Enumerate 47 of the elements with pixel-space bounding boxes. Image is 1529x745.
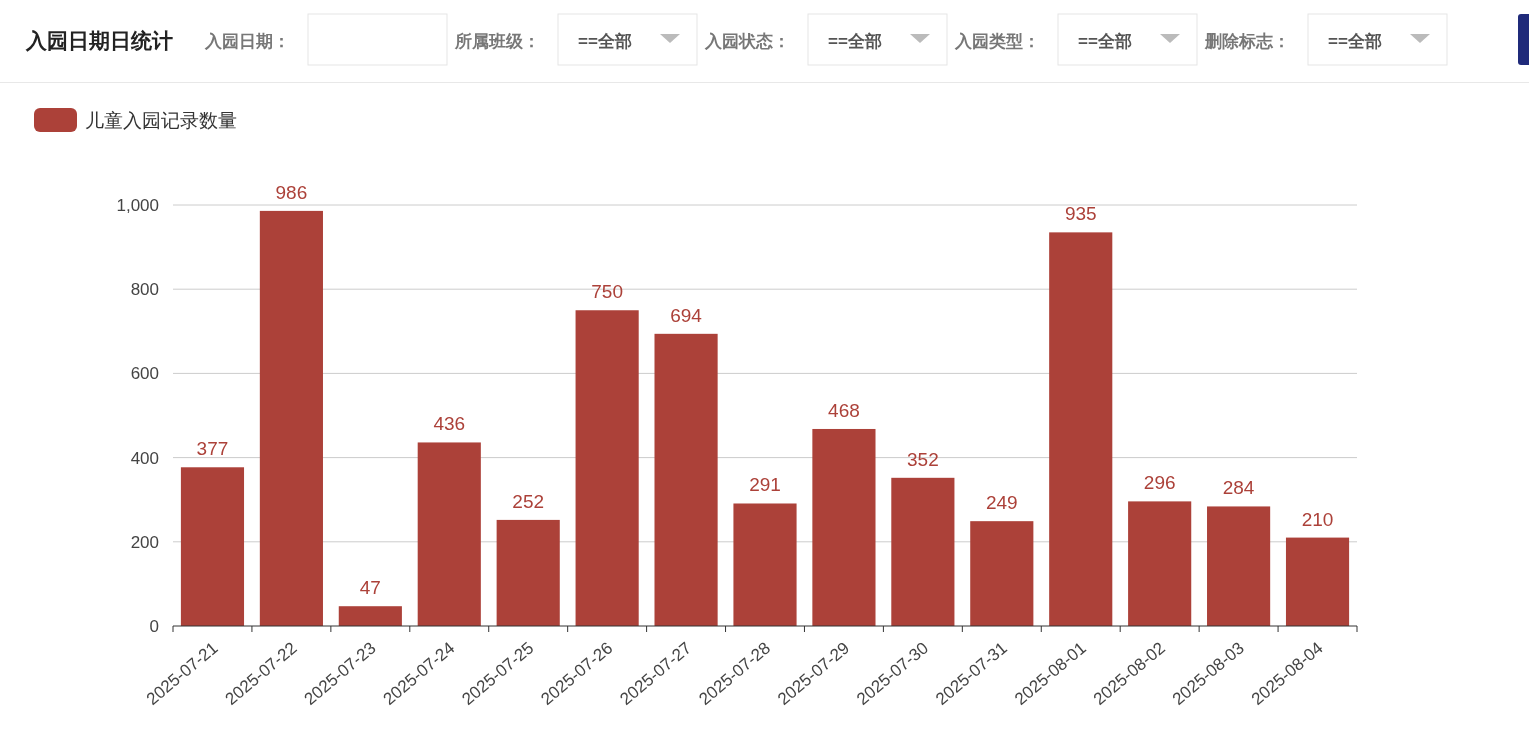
data-label: 377	[196, 438, 229, 460]
bar	[417, 442, 481, 626]
data-label: 986	[275, 181, 308, 203]
data-label: 352	[907, 448, 939, 470]
data-label: 284	[1222, 477, 1255, 499]
legend-label: 儿童入园记录数量	[85, 110, 237, 131]
text: 入园状态：	[704, 32, 790, 51]
bar	[812, 428, 876, 626]
y-tick-label: 600	[130, 364, 159, 384]
data-label: 436	[433, 413, 466, 435]
bar	[1128, 501, 1192, 626]
bar	[1285, 537, 1350, 626]
text: 入园类型：	[954, 32, 1040, 51]
bar	[338, 606, 402, 626]
data-label: 249	[985, 492, 1018, 514]
y-tick-label: 800	[130, 280, 159, 300]
text: ==全部	[1328, 32, 1382, 51]
data-label: 468	[828, 399, 860, 421]
text: 入园日期：	[204, 32, 290, 51]
text: ==全部	[1078, 32, 1132, 51]
data-label: 291	[749, 474, 781, 496]
data-label: 47	[359, 577, 381, 599]
text: 所属班级：	[454, 32, 540, 51]
data-label: 935	[1064, 203, 1097, 225]
bar	[575, 310, 639, 626]
text: ==全部	[578, 32, 632, 51]
data-label: 296	[1143, 472, 1176, 494]
chart-title: 入园日期日统计	[25, 29, 173, 52]
text: ==全部	[828, 32, 882, 51]
data-label: 694	[670, 304, 703, 326]
y-tick-label: 0	[149, 617, 159, 636]
bar	[1207, 506, 1271, 626]
data-label: 750	[591, 281, 623, 303]
y-tick-label: 200	[130, 532, 159, 552]
bar	[496, 519, 560, 626]
bar	[180, 467, 245, 626]
data-label: 252	[512, 490, 545, 512]
bar	[733, 503, 797, 626]
y-tick-label: 1,000	[116, 196, 159, 215]
bar	[1049, 232, 1113, 626]
bar	[259, 210, 323, 626]
bar	[970, 521, 1034, 626]
bar	[654, 333, 718, 626]
bar	[891, 477, 955, 626]
text: 删除标志：	[1204, 32, 1290, 51]
data-label: 210	[1301, 508, 1334, 530]
y-tick-label: 400	[130, 448, 159, 468]
